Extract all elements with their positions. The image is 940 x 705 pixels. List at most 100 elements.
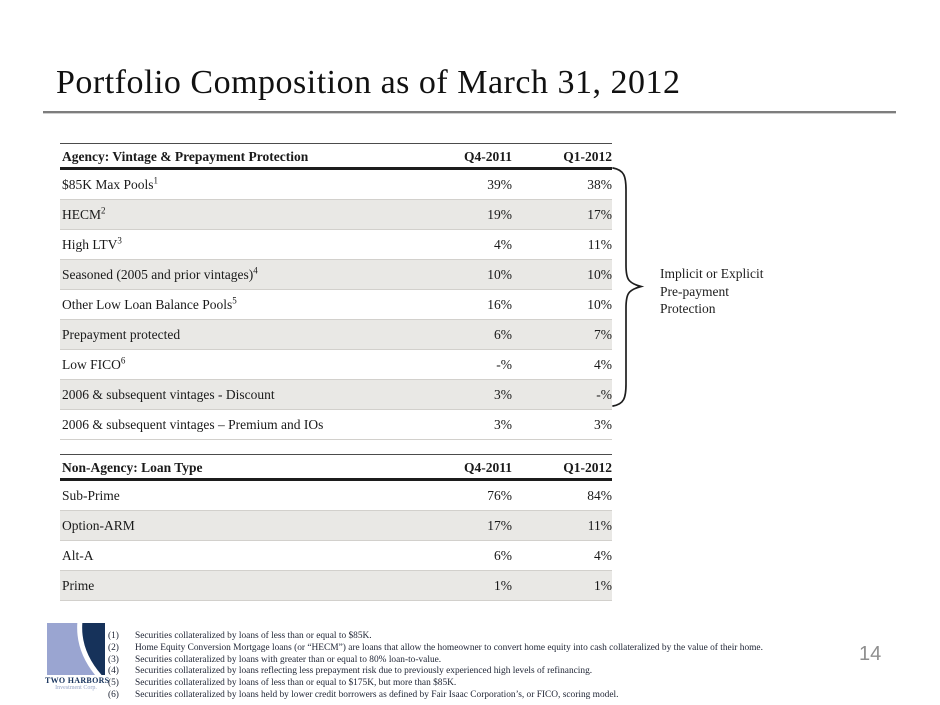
q4-2011-value: 1% xyxy=(494,577,512,593)
footnote-number: (4) xyxy=(108,666,119,677)
agency-table-title: Agency: Vintage & Prepayment Protection xyxy=(62,149,309,164)
page-number: 14 xyxy=(859,643,882,665)
row-label-text: Low FICO xyxy=(62,356,121,372)
non-agency-table-header: Non-Agency: Loan Type Q4-2011 Q1-2012 xyxy=(60,454,612,481)
footnote-number: (3) xyxy=(108,654,119,665)
agency-table-rows: $85K Max Pools1 39% 38% HECM2 19% 17% High LTV… xyxy=(60,170,612,440)
table-row: Option-ARM 17% 11% xyxy=(60,511,612,541)
q4-2011-value: 3% xyxy=(494,416,512,432)
footnote: (5) Securities collateralized by loans of… xyxy=(108,678,878,690)
row-label-text: Prepayment protected xyxy=(62,326,181,342)
q1-2012-value: 10% xyxy=(587,296,612,312)
footnote-number: (5) xyxy=(108,678,119,689)
q1-2012-value: 38% xyxy=(587,176,612,192)
row-label: $85K Max Pools1 xyxy=(60,175,412,193)
table-row: Sub-Prime 76% 84% xyxy=(60,481,612,511)
table-row: HECM2 19% 17% xyxy=(60,200,612,230)
footnote: (4) Securities collateralized by loans re… xyxy=(108,666,878,678)
curly-brace xyxy=(612,167,645,407)
table-row: Prime 1% 1% xyxy=(60,571,612,601)
column-header-q1-2012: Q1-2012 xyxy=(563,149,612,164)
footnote: (1) Securities collateralized by loans of… xyxy=(108,631,878,643)
row-label: Alt-A xyxy=(60,548,412,564)
footnote-reference: 1 xyxy=(153,175,159,185)
q1-2012-value: 4% xyxy=(594,356,612,372)
non-agency-table-rows: Sub-Prime 76% 84% Option-ARM 17% 11% Alt-A 6% 4%… xyxy=(60,481,612,601)
table-row: Prepayment protected 6% 7% xyxy=(60,320,612,350)
row-label: Prepayment protected xyxy=(60,327,412,343)
row-label: Sub-Prime xyxy=(60,488,412,504)
footnote-text: Securities collateralized by loans refle… xyxy=(135,666,593,677)
q1-2012-value: 1% xyxy=(594,577,612,593)
q4-2011-value: 17% xyxy=(487,517,512,533)
row-label: 2006 & subsequent vintages – Premium and… xyxy=(60,417,412,433)
footnote-number: (2) xyxy=(108,642,119,653)
q4-2011-value: 39% xyxy=(487,176,512,192)
column-header-q1-2012: Q1-2012 xyxy=(563,460,612,475)
footnote-text: Securities collateralized by loans of le… xyxy=(135,631,372,641)
table-row: Seasoned (2005 and prior vintages)4 10% 10… xyxy=(60,260,612,290)
table-row: 2006 & subsequent vintages – Premium and… xyxy=(60,410,612,440)
q4-2011-value: 4% xyxy=(494,236,512,252)
footnotes-list: (1) Securities collateralized by loans of… xyxy=(108,631,878,702)
footnote: (3) Securities collateralized by loans wi… xyxy=(108,655,878,667)
footnote-reference: 5 xyxy=(232,295,237,305)
row-label-text: Seasoned (2005 and prior vintages) xyxy=(62,266,254,282)
q1-2012-value: 7% xyxy=(594,326,612,342)
q1-2012-value: 17% xyxy=(587,206,612,222)
row-label-text: 2006 & subsequent vintages – Premium and… xyxy=(62,416,324,432)
footnote-text: Securities collateralized by loans with … xyxy=(135,654,442,665)
non-agency-table: Non-Agency: Loan Type Q4-2011 Q1-2012 Su… xyxy=(60,454,612,601)
two-harbors-logo-icon xyxy=(47,623,105,675)
row-label-text: Prime xyxy=(62,577,95,593)
table-row: Other Low Loan Balance Pools5 16% 10% xyxy=(60,290,612,320)
footnote-reference: 6 xyxy=(120,355,126,365)
q1-2012-value: 11% xyxy=(587,517,612,533)
company-logo: TWO HARBORS Investment Corp. xyxy=(45,623,110,691)
agency-table: Agency: Vintage & Prepayment Protection … xyxy=(60,143,612,440)
annotation-line: Pre-payment xyxy=(660,283,729,299)
q4-2011-value: 3% xyxy=(494,386,512,402)
q1-2012-value: -% xyxy=(596,386,612,402)
q4-2011-value: 16% xyxy=(487,296,512,312)
q4-2011-value: 10% xyxy=(487,266,512,282)
row-label: Option-ARM xyxy=(60,518,412,534)
row-label-text: Option-ARM xyxy=(62,517,135,533)
q1-2012-value: 84% xyxy=(587,487,612,503)
row-label: Prime xyxy=(60,578,412,594)
q1-2012-value: 4% xyxy=(594,547,612,563)
title-divider xyxy=(43,111,896,114)
row-label-text: Sub-Prime xyxy=(62,487,120,503)
footnote-number: (6) xyxy=(108,689,119,700)
prepayment-protection-annotation: Implicit or Explicit Pre-payment Protect… xyxy=(660,265,763,318)
row-label-text: Alt-A xyxy=(62,547,94,563)
table-row: 2006 & subsequent vintages - Discount 3% -… xyxy=(60,380,612,410)
footnote-reference: 4 xyxy=(253,265,258,275)
row-label: Seasoned (2005 and prior vintages)4 xyxy=(60,265,412,283)
row-label: Other Low Loan Balance Pools5 xyxy=(60,295,412,313)
logo-name: TWO HARBORS xyxy=(45,676,110,685)
q4-2011-value: 19% xyxy=(487,206,512,222)
row-label: Low FICO6 xyxy=(60,355,412,373)
row-label: HECM2 xyxy=(60,205,412,223)
table-row: $85K Max Pools1 39% 38% xyxy=(60,170,612,200)
q4-2011-value: 6% xyxy=(494,326,512,342)
row-label: 2006 & subsequent vintages - Discount xyxy=(60,387,412,403)
row-label-text: HECM xyxy=(62,206,102,222)
footnote-reference: 3 xyxy=(117,235,122,245)
row-label: High LTV3 xyxy=(60,235,412,253)
table-row: Alt-A 6% 4% xyxy=(60,541,612,571)
footnote-text: Securities collateralized by loans held … xyxy=(135,689,619,700)
footnote-reference: 2 xyxy=(101,205,106,215)
row-label-text: High LTV xyxy=(62,236,118,252)
footnote-text: Securities collateralized by loans of le… xyxy=(135,678,457,689)
annotation-line: Protection xyxy=(660,301,716,316)
column-header-q4-2011: Q4-2011 xyxy=(463,149,512,164)
agency-table-header: Agency: Vintage & Prepayment Protection … xyxy=(60,143,612,170)
q1-2012-value: 10% xyxy=(587,266,612,282)
footnote-number: (1) xyxy=(108,631,119,641)
table-row: High LTV3 4% 11% xyxy=(60,230,612,260)
q4-2011-value: 76% xyxy=(487,487,512,503)
q4-2011-value: 6% xyxy=(494,547,512,563)
